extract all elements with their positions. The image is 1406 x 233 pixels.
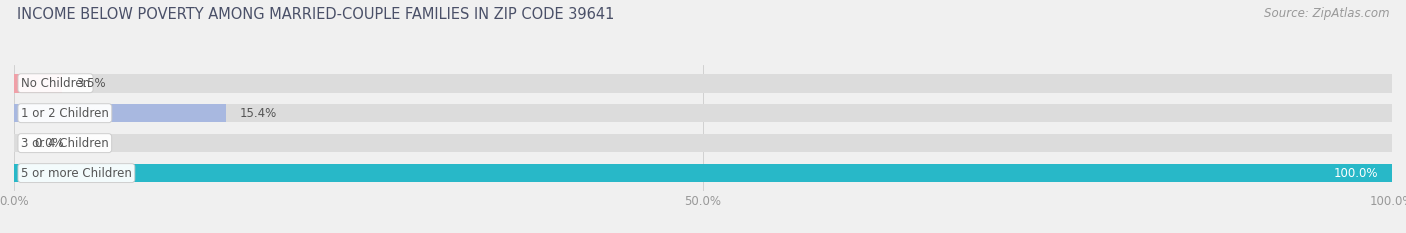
Text: INCOME BELOW POVERTY AMONG MARRIED-COUPLE FAMILIES IN ZIP CODE 39641: INCOME BELOW POVERTY AMONG MARRIED-COUPL…: [17, 7, 614, 22]
Text: 5 or more Children: 5 or more Children: [21, 167, 132, 180]
Text: Source: ZipAtlas.com: Source: ZipAtlas.com: [1264, 7, 1389, 20]
Text: 100.0%: 100.0%: [1334, 167, 1378, 180]
Text: 3 or 4 Children: 3 or 4 Children: [21, 137, 108, 150]
Bar: [14, 74, 1392, 93]
Bar: [14, 164, 1392, 182]
Bar: [14, 134, 1392, 152]
Text: No Children: No Children: [21, 77, 90, 90]
Bar: [14, 74, 62, 93]
Bar: [14, 104, 1392, 123]
Bar: [14, 164, 1392, 182]
Text: 15.4%: 15.4%: [240, 107, 277, 120]
Text: 3.5%: 3.5%: [76, 77, 105, 90]
Text: 0.0%: 0.0%: [35, 137, 65, 150]
Bar: [14, 104, 226, 123]
Text: 1 or 2 Children: 1 or 2 Children: [21, 107, 108, 120]
